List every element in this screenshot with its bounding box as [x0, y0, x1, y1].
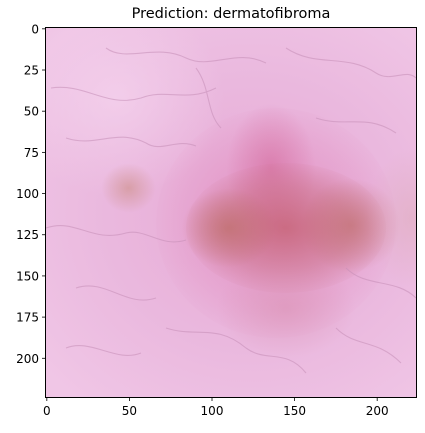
y-tick-label: 175 [16, 311, 39, 325]
y-tick-label: 200 [16, 352, 39, 366]
x-tick-label: 150 [283, 404, 306, 418]
x-tick-label: 0 [43, 404, 51, 418]
y-tick-label: 50 [24, 105, 39, 119]
plot-title: Prediction: dermatofibroma [131, 6, 331, 22]
y-axis: 0 25 50 75 100 125 150 175 200 [16, 22, 46, 366]
skin-veins [46, 47, 416, 374]
x-tick-label: 100 [201, 404, 224, 418]
x-tick-label: 200 [366, 404, 389, 418]
y-tick-label: 0 [31, 22, 39, 36]
y-tick-label: 75 [24, 146, 39, 160]
y-tick-label: 100 [16, 187, 39, 201]
x-axis: 0 50 100 150 200 [43, 397, 389, 418]
y-tick-label: 25 [24, 64, 39, 78]
x-tick-label: 50 [122, 404, 137, 418]
y-tick-label: 150 [16, 269, 39, 283]
y-tick-label: 125 [16, 228, 39, 242]
